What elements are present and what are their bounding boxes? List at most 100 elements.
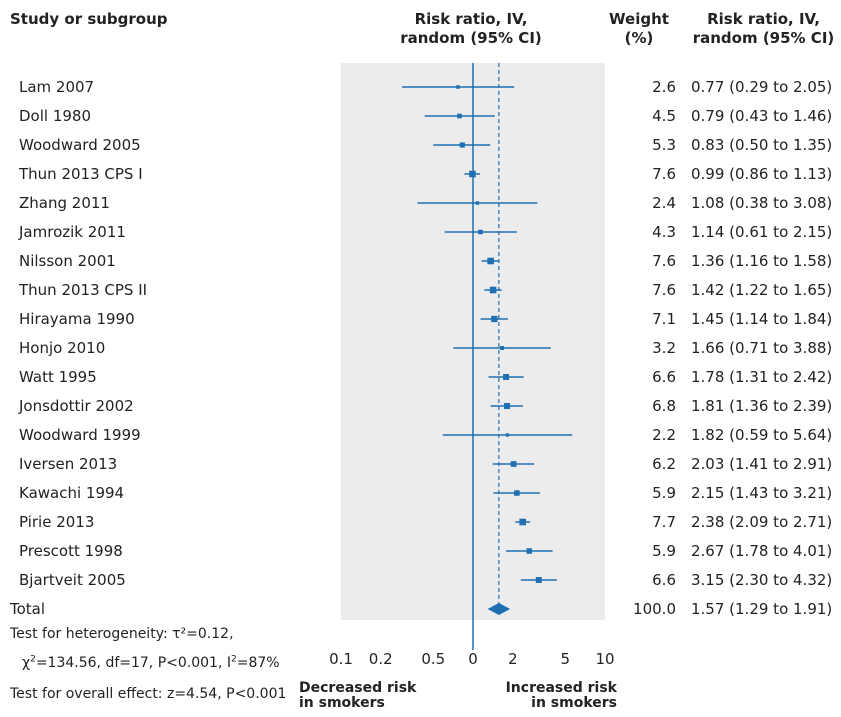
study-risk-ratio: 1.66 (0.71 to 3.88) bbox=[691, 339, 833, 357]
study-risk-ratio: 1.82 (0.59 to 5.64) bbox=[691, 426, 833, 444]
point-estimate-marker bbox=[456, 85, 460, 89]
study-name: Doll 1980 bbox=[19, 107, 92, 125]
point-estimate-marker bbox=[514, 490, 520, 496]
decreased-risk-label: Decreased risk in smokers bbox=[299, 681, 416, 711]
point-estimate-marker bbox=[500, 346, 505, 350]
study-name: Hirayama 1990 bbox=[19, 310, 135, 328]
study-risk-ratio: 1.81 (1.36 to 2.39) bbox=[691, 397, 833, 415]
heterogeneity-stats: =134.56, df=17, P<0.001, I bbox=[35, 655, 231, 671]
study-name: Jonsdottir 2002 bbox=[19, 397, 134, 415]
study-name: Watt 1995 bbox=[19, 368, 97, 386]
study-name: Woodward 1999 bbox=[19, 426, 141, 444]
study-risk-ratio: 1.45 (1.14 to 1.84) bbox=[691, 310, 833, 328]
point-estimate-marker bbox=[505, 433, 509, 437]
x-tick-label: 10 bbox=[595, 650, 615, 668]
heterogeneity-test-line1: Test for heterogeneity: τ²=0.12, bbox=[10, 626, 234, 642]
point-estimate-marker bbox=[526, 548, 533, 554]
column-header-risk-ratio: Risk ratio, IV, random (95% CI) bbox=[686, 10, 841, 48]
study-risk-ratio: 1.78 (1.31 to 2.42) bbox=[691, 368, 833, 386]
point-estimate-marker bbox=[469, 170, 476, 178]
study-weight: 2.2 bbox=[652, 426, 676, 444]
point-estimate-marker bbox=[510, 461, 517, 467]
study-name: Honjo 2010 bbox=[19, 339, 106, 357]
point-estimate-marker bbox=[487, 257, 494, 265]
study-risk-ratio: 0.79 (0.43 to 1.46) bbox=[691, 107, 833, 125]
x-tick-label: 2 bbox=[507, 650, 518, 668]
study-name: Iversen 2013 bbox=[19, 455, 118, 473]
study-weight: 7.6 bbox=[652, 165, 676, 183]
total-risk-ratio: 1.57 (1.29 to 1.91) bbox=[691, 600, 833, 618]
study-weight: 6.6 bbox=[652, 368, 676, 386]
point-estimate-marker bbox=[478, 229, 483, 235]
study-name: Bjartveit 2005 bbox=[19, 571, 126, 589]
study-name: Pirie 2013 bbox=[19, 513, 95, 531]
study-risk-ratio: 1.42 (1.22 to 1.65) bbox=[691, 281, 833, 299]
point-estimate-marker bbox=[503, 402, 511, 410]
point-estimate-marker bbox=[519, 518, 527, 526]
study-weight: 7.6 bbox=[652, 281, 676, 299]
study-risk-ratio: 1.36 (1.16 to 1.58) bbox=[691, 252, 833, 270]
rr-header-line2: random (95% CI) bbox=[692, 29, 835, 47]
study-weight: 5.9 bbox=[652, 484, 676, 502]
weight-header-line2: (%) bbox=[624, 29, 654, 47]
point-estimate-marker bbox=[503, 374, 510, 380]
point-estimate-marker bbox=[459, 142, 465, 148]
study-weight: 7.6 bbox=[652, 252, 676, 270]
chi-symbol: χ bbox=[22, 655, 31, 671]
study-name: Thun 2013 CPS II bbox=[19, 281, 148, 299]
increased-risk-line2: in smokers bbox=[531, 695, 617, 711]
study-weight: 7.1 bbox=[652, 310, 676, 328]
chi-squared-exponent: 2 bbox=[30, 654, 36, 665]
i-squared-exponent: 2 bbox=[231, 654, 237, 665]
study-weight: 6.8 bbox=[652, 397, 676, 415]
study-weight: 4.3 bbox=[652, 223, 676, 241]
pooled-diamond bbox=[487, 603, 511, 615]
study-name: Jamrozik 2011 bbox=[19, 223, 126, 241]
study-risk-ratio: 2.38 (2.09 to 2.71) bbox=[691, 513, 833, 531]
study-name: Thun 2013 CPS I bbox=[19, 165, 143, 183]
study-weight: 6.2 bbox=[652, 455, 676, 473]
study-weight: 7.7 bbox=[652, 513, 676, 531]
study-weight: 2.4 bbox=[652, 194, 676, 212]
study-risk-ratio: 2.67 (1.78 to 4.01) bbox=[691, 542, 833, 560]
study-risk-ratio: 0.99 (0.86 to 1.13) bbox=[691, 165, 833, 183]
study-risk-ratio: 2.03 (1.41 to 2.91) bbox=[691, 455, 833, 473]
point-estimate-marker bbox=[491, 315, 498, 323]
point-estimate-marker bbox=[475, 201, 480, 205]
study-weight: 3.2 bbox=[652, 339, 676, 357]
study-name: Lam 2007 bbox=[19, 78, 95, 96]
increased-risk-line1: Increased risk bbox=[505, 680, 617, 696]
x-tick-label: 0 bbox=[468, 650, 478, 668]
study-name: Nilsson 2001 bbox=[19, 252, 116, 270]
study-name: Kawachi 1994 bbox=[19, 484, 125, 502]
point-estimate-marker bbox=[489, 286, 497, 294]
study-weight: 5.9 bbox=[652, 542, 676, 560]
decreased-risk-line1: Decreased risk bbox=[299, 680, 417, 696]
study-risk-ratio: 1.14 (0.61 to 2.15) bbox=[691, 223, 833, 241]
study-risk-ratio: 0.77 (0.29 to 2.05) bbox=[691, 78, 833, 96]
total-weight: 100.0 bbox=[633, 600, 676, 618]
increased-risk-label: Increased risk in smokers bbox=[460, 681, 617, 711]
study-name: Zhang 2011 bbox=[19, 194, 110, 212]
rr-header-line1: Risk ratio, IV, bbox=[707, 10, 820, 28]
forest-header-line1: Risk ratio, IV, bbox=[414, 10, 528, 28]
weight-header-line1: Weight bbox=[609, 10, 669, 28]
forest-header-line2: random (95% CI) bbox=[400, 29, 542, 47]
heterogeneity-test-line2: χ2=134.56, df=17, P<0.001, I2=87% bbox=[22, 654, 280, 672]
study-risk-ratio: 1.08 (0.38 to 3.08) bbox=[691, 194, 833, 212]
point-estimate-marker bbox=[457, 113, 462, 119]
total-label: Total bbox=[10, 600, 46, 618]
decreased-risk-line2: in smokers bbox=[299, 695, 385, 711]
x-tick-label: 5 bbox=[560, 650, 571, 668]
overall-effect-test: Test for overall effect: z=4.54, P<0.001 bbox=[10, 686, 287, 702]
study-weight: 2.6 bbox=[652, 78, 676, 96]
study-name: Prescott 1998 bbox=[19, 542, 123, 560]
column-header-weight: Weight (%) bbox=[608, 10, 670, 48]
column-header-forest: Risk ratio, IV, random (95% CI) bbox=[380, 10, 562, 48]
point-estimate-marker bbox=[535, 577, 542, 583]
study-weight: 4.5 bbox=[652, 107, 676, 125]
study-weight: 6.6 bbox=[652, 571, 676, 589]
study-name: Woodward 2005 bbox=[19, 136, 141, 154]
x-tick-label: 0.5 bbox=[421, 650, 446, 668]
x-tick-label: 0.2 bbox=[368, 650, 393, 668]
